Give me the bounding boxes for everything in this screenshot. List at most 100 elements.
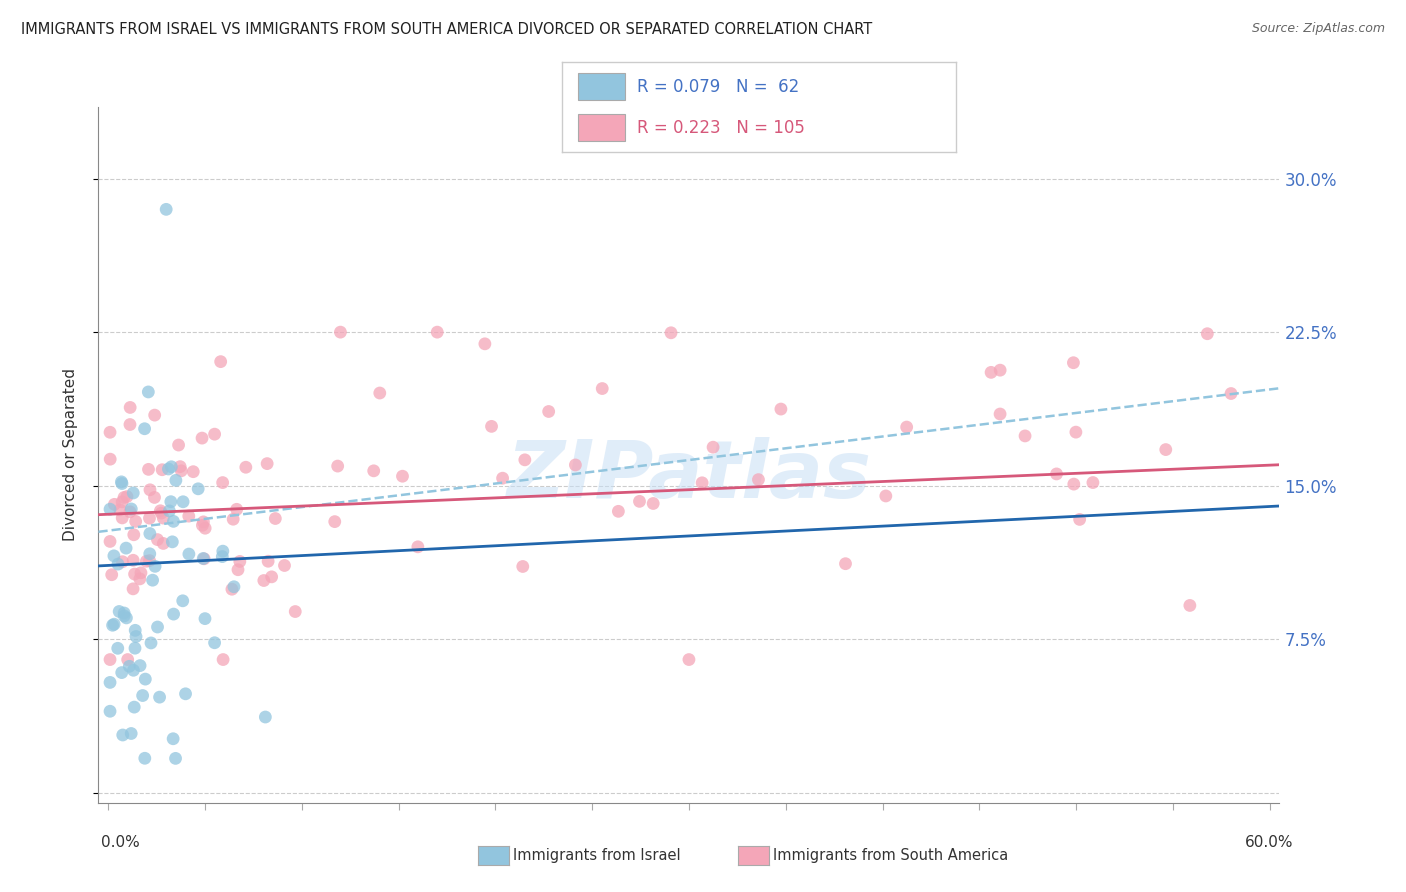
Point [146,533,169,547]
Point [191,431,214,445]
Point [211,544,233,558]
Text: R = 0.223   N = 105: R = 0.223 N = 105 [637,119,806,136]
Point [118,505,141,519]
Point [172,495,194,509]
Point [391,469,413,483]
Point [124,567,146,582]
Point [193,515,215,529]
Text: 0.0%: 0.0% [101,836,141,850]
Point [108,503,131,517]
Point [174,687,197,701]
Point [134,422,156,436]
Point [273,558,295,573]
Point [204,427,226,442]
Text: ZIPatlas: ZIPatlas [506,437,872,515]
Point [678,652,700,666]
Point [512,559,534,574]
Point [108,605,131,619]
Point [143,491,166,505]
Point [98,652,121,666]
Point [1045,467,1067,481]
Point [491,471,513,485]
Text: Immigrants from Israel: Immigrants from Israel [513,848,681,863]
Point [702,440,724,454]
Point [426,325,449,339]
Point [235,460,257,475]
Point [138,462,160,476]
Point [107,641,129,656]
Point [128,572,150,586]
Point [98,675,121,690]
Point [131,689,153,703]
Point [988,407,1011,421]
Point [142,573,165,587]
Point [264,511,287,525]
Text: IMMIGRANTS FROM ISRAEL VS IMMIGRANTS FROM SOUTH AMERICA DIVORCED OR SEPARATED CO: IMMIGRANTS FROM ISRAEL VS IMMIGRANTS FRO… [21,22,872,37]
Point [1014,429,1036,443]
Point [143,559,166,574]
Point [134,672,156,686]
Point [260,570,283,584]
Point [110,475,132,489]
Point [875,489,897,503]
Point [1220,386,1243,401]
Point [98,425,121,440]
Point [139,483,162,497]
Point [747,473,769,487]
Point [326,459,349,474]
Point [165,474,187,488]
Point [149,504,172,518]
Point [988,363,1011,377]
Point [115,541,138,555]
Point [256,457,278,471]
Point [591,382,613,396]
Y-axis label: Divorced or Separated: Divorced or Separated [63,368,77,541]
Point [112,606,135,620]
Point [222,512,245,526]
Point [363,464,385,478]
Point [1081,475,1104,490]
Point [138,511,160,525]
Point [103,617,125,632]
Point [103,549,125,563]
Point [980,365,1002,379]
Point [111,476,134,491]
Point [98,502,121,516]
Point [134,751,156,765]
Point [167,438,190,452]
Point [120,502,142,516]
Point [98,452,121,467]
Point [112,608,135,623]
Point [122,486,145,500]
Point [194,521,217,535]
Point [118,659,141,673]
Point [129,566,152,580]
Point [162,514,184,528]
Point [157,462,180,476]
Point [212,652,235,666]
Point [1178,599,1201,613]
Point [122,700,145,714]
Point [107,557,129,571]
Point [1064,425,1087,439]
Point [152,511,174,525]
Point [209,354,232,368]
Point [177,509,200,524]
Point [1154,442,1177,457]
Point [257,554,280,568]
Point [139,636,162,650]
Point [124,624,146,638]
Point [112,491,135,505]
Text: R = 0.079   N =  62: R = 0.079 N = 62 [637,78,800,95]
FancyBboxPatch shape [578,114,626,141]
Text: Source: ZipAtlas.com: Source: ZipAtlas.com [1251,22,1385,36]
Point [139,526,162,541]
Point [124,515,146,529]
Point [118,417,141,432]
Point [187,482,209,496]
Text: Immigrants from South America: Immigrants from South America [773,848,1008,863]
Point [122,527,145,541]
FancyBboxPatch shape [578,73,626,100]
Point [135,554,157,568]
Point [474,336,496,351]
